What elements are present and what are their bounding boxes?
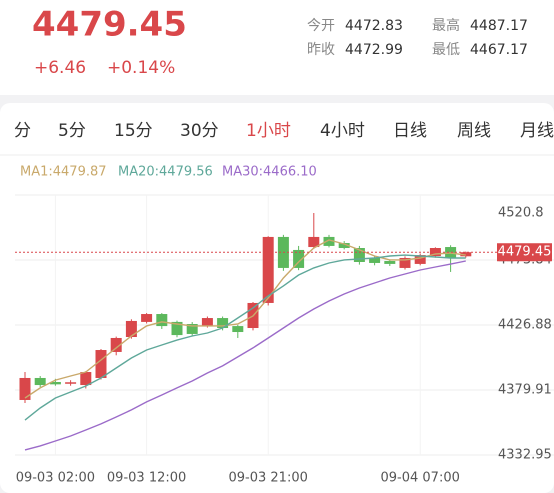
- stat-value: 4487.17: [470, 18, 528, 34]
- stats: 今开 4472.83 最高 4487.17 昨收 4472.99 最低 4467.17: [307, 17, 528, 58]
- candle-body: [186, 323, 198, 334]
- change: +6.46: [34, 58, 86, 78]
- y-tick-label: 4520.8: [498, 206, 544, 221]
- stat-value: 4467.17: [470, 42, 528, 58]
- candle-body: [217, 318, 229, 329]
- candle-body: [110, 337, 122, 352]
- candle-body: [34, 377, 46, 386]
- candle-body: [414, 255, 426, 264]
- candle-body: [141, 314, 153, 322]
- legend-entry: MA20:4479.56: [118, 165, 213, 180]
- stat-label: 最高: [432, 17, 460, 34]
- tab[interactable]: 分: [14, 121, 31, 141]
- candle-body: [171, 321, 183, 336]
- last-price-box: [497, 243, 552, 262]
- tab[interactable]: 5分: [58, 121, 86, 141]
- stat-value: 4472.83: [345, 18, 403, 34]
- candle-body: [262, 236, 274, 303]
- price: 4479.45: [32, 5, 187, 45]
- tab[interactable]: 周线: [457, 121, 491, 141]
- change-pct: +0.14%: [107, 58, 175, 78]
- tab[interactable]: 30分: [180, 121, 219, 141]
- candle-body: [338, 243, 350, 249]
- candle-body: [201, 318, 213, 327]
- quote-card: [0, 0, 554, 95]
- legend-entry: MA1:4479.87: [20, 165, 107, 180]
- tabs: 分 5分 15分 30分 1小时 4小时 日线 周线 月线: [14, 121, 554, 141]
- candle-body: [308, 236, 320, 248]
- tab[interactable]: 月线: [520, 121, 554, 141]
- candle-body: [384, 261, 396, 264]
- ma-line: [24, 254, 466, 421]
- x-tick-label: 09-04 07:00: [381, 471, 460, 486]
- y-tick-label: 4426.88: [498, 317, 552, 332]
- x-tick-label: 09-03 12:00: [107, 471, 186, 486]
- y-tick-label: 4379.91: [498, 383, 552, 398]
- candle-body: [125, 320, 137, 338]
- candle-body: [323, 236, 335, 246]
- candle-body: [19, 377, 31, 400]
- stat-label: 昨收: [307, 42, 335, 58]
- last-price-label: 4479.45: [498, 245, 552, 260]
- x-tick-label: 09-03 21:00: [229, 471, 308, 486]
- legend: MA1:4479.87 MA20:4479.56 MA30:4466.10: [20, 165, 317, 180]
- candle-body: [353, 248, 365, 262]
- stat-label: 最低: [432, 42, 460, 58]
- candle-body: [369, 257, 381, 263]
- tab[interactable]: 1小时: [246, 121, 291, 141]
- candle-body: [95, 350, 107, 378]
- candle-body: [65, 382, 77, 384]
- tab[interactable]: 15分: [114, 121, 153, 141]
- ma-line: [24, 239, 466, 399]
- candle-body: [460, 252, 472, 257]
- stat-value: 4472.99: [345, 42, 403, 58]
- ma-line: [24, 260, 466, 451]
- plot: 4332.954379.914426.884473.844520.809-03 …: [15, 194, 554, 486]
- stat-label: 今开: [307, 18, 335, 34]
- tab[interactable]: 日线: [393, 121, 427, 141]
- candle-body: [156, 314, 168, 327]
- chart-card: [0, 103, 554, 493]
- candle-body: [399, 257, 411, 268]
- candle-body: [232, 326, 244, 333]
- tab[interactable]: 4小时: [320, 121, 365, 141]
- x-tick-label: 09-03 02:00: [16, 471, 95, 486]
- candle-body: [49, 381, 61, 385]
- legend-entry: MA30:4466.10: [222, 165, 317, 180]
- y-tick-label: 4332.95: [498, 448, 552, 463]
- candle-body: [80, 372, 92, 386]
- candle-body: [293, 249, 305, 268]
